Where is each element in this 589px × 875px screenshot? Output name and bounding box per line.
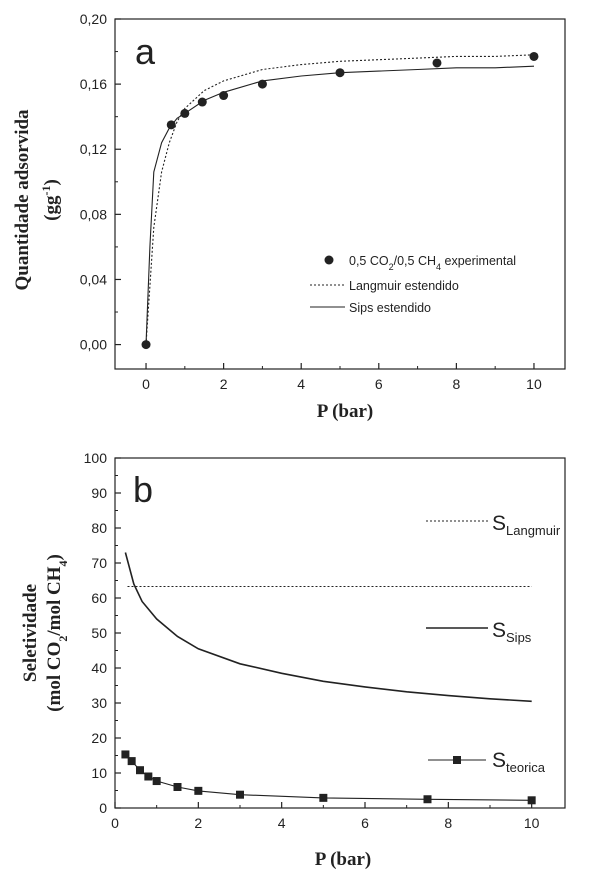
- panel-a-series: [141, 51, 539, 350]
- y-tick-label: 0,04: [80, 271, 107, 287]
- panel-b-y-axis: 0 10 20 30 40 50 60 70 80 90 100: [84, 450, 121, 816]
- panel-b-y-unit-part-3: /mol CH: [44, 566, 65, 636]
- data-point: [144, 772, 153, 781]
- y-tick-label: 0,16: [80, 76, 107, 92]
- y-tick-label: 40: [91, 660, 107, 676]
- panel-a-letter: a: [135, 31, 156, 72]
- panel-b-y-unit-part-4: 4: [56, 561, 70, 567]
- legend-experimental-marker: [324, 255, 334, 265]
- panel-b-y-unit-part-5: ): [44, 554, 65, 560]
- x-tick-label: 6: [361, 815, 369, 831]
- data-point: [152, 777, 161, 786]
- y-tick-label: 10: [91, 765, 107, 781]
- panel-b-y-unit-part-1: (mol CO: [44, 642, 65, 712]
- x-tick-label: 2: [220, 376, 228, 392]
- x-tick-label: 6: [375, 376, 383, 392]
- data-point: [432, 58, 442, 68]
- panel-a-y-axis: 0,00 0,04 0,08 0,12 0,16 0,20: [80, 11, 121, 353]
- y-tick-label: 90: [91, 485, 107, 501]
- label-teorica-marker: [453, 756, 461, 764]
- y-tick-label: 0,08: [80, 206, 107, 222]
- label-teorica: Steorica: [492, 749, 546, 775]
- panel-a-y-unit-close: ): [41, 179, 62, 185]
- y-tick-label: 60: [91, 590, 107, 606]
- series-line-sips-estendido: [145, 65, 535, 345]
- x-tick-label: 0: [111, 815, 119, 831]
- data-point: [121, 750, 130, 759]
- x-tick-label: 2: [194, 815, 202, 831]
- panel-a-y-axis-title: Quantidade adsorvida: [12, 109, 33, 291]
- x-tick-label: 10: [524, 815, 540, 831]
- label-sips-sub: Sips: [506, 630, 532, 645]
- panel-a-y-axis-unit: (gg-1): [39, 179, 62, 221]
- panel-b: b 0 2 4 6 8 10 0 10 20 30 40 50 60 70 80 90 100 P (bar)…: [20, 450, 566, 870]
- panel-a: a 0 2 4 6 8 10 0,00 0,04 0,08 0,12 0,16 0,20 P (ba…: [12, 11, 566, 422]
- y-tick-label: 50: [91, 625, 107, 641]
- data-point: [527, 796, 536, 805]
- panel-a-y-unit-sup: -1: [39, 186, 53, 196]
- y-tick-label: 0,00: [80, 337, 107, 353]
- legend-experimental-label: 0,5 CO2/0,5 CH4 experimental: [349, 254, 516, 272]
- label-langmuir: SLangmuir: [492, 512, 561, 538]
- data-point: [173, 783, 182, 791]
- panel-b-labels: SLangmuir SSips Steorica: [426, 512, 561, 775]
- label-sips: SSips: [492, 619, 532, 645]
- legend-exp-part-4: 4: [436, 262, 441, 272]
- label-sips-main: S: [492, 619, 506, 642]
- legend-exp-part-5: experimental: [441, 254, 516, 268]
- panel-a-y-unit-open: (gg: [41, 195, 62, 221]
- y-tick-label: 0: [99, 800, 107, 816]
- x-tick-label: 10: [526, 376, 542, 392]
- data-point: [194, 786, 203, 795]
- panel-b-letter: b: [133, 469, 153, 510]
- panel-b-x-axis: 0 2 4 6 8 10: [111, 802, 540, 831]
- panel-b-y-axis-unit: (mol CO2/mol CH4): [44, 554, 70, 712]
- series-line-ssips: [124, 552, 532, 703]
- data-point: [423, 795, 432, 804]
- panel-b-y-axis-title: Seletividade: [20, 584, 41, 682]
- y-tick-label: 0,12: [80, 141, 107, 157]
- legend-exp-part-3: /0,5 CH: [394, 254, 436, 268]
- data-point: [127, 757, 136, 766]
- data-point: [236, 790, 244, 799]
- series-line-steorica: [125, 754, 532, 801]
- y-tick-label: 20: [91, 730, 107, 746]
- y-tick-label: 80: [91, 520, 107, 536]
- legend-sips-label: Sips estendido: [349, 301, 431, 315]
- y-tick-label: 30: [91, 695, 107, 711]
- legend-langmuir-label: Langmuir estendido: [349, 279, 459, 293]
- panel-a-x-axis: 0 2 4 6 8 10: [142, 363, 542, 392]
- series-line-langmuir-estendido: [145, 54, 535, 345]
- data-point: [319, 793, 328, 802]
- panel-a-x-axis-title: P (bar): [317, 401, 373, 422]
- y-tick-label: 0,20: [80, 11, 107, 27]
- panel-b-x-axis-title: P (bar): [315, 849, 371, 870]
- legend-exp-part-2: 2: [389, 262, 394, 272]
- panel-b-series: [121, 552, 536, 805]
- panel-a-legend: 0,5 CO2/0,5 CH4 experimental Langmuir es…: [310, 254, 516, 315]
- x-tick-label: 8: [444, 815, 452, 831]
- x-tick-label: 0: [142, 376, 150, 392]
- x-tick-label: 8: [452, 376, 460, 392]
- label-langmuir-main: S: [492, 512, 506, 535]
- x-tick-label: 4: [297, 376, 305, 392]
- label-teorica-sub: teorica: [506, 760, 546, 775]
- panel-b-y-unit-part-2: 2: [56, 636, 70, 642]
- legend-exp-part-1: 0,5 CO: [349, 254, 389, 268]
- data-point: [529, 51, 539, 61]
- y-tick-label: 100: [84, 450, 108, 466]
- data-point: [136, 766, 144, 775]
- y-tick-label: 70: [91, 555, 107, 571]
- label-langmuir-sub: Langmuir: [506, 523, 561, 538]
- x-tick-label: 4: [278, 815, 286, 831]
- label-teorica-main: S: [492, 749, 506, 772]
